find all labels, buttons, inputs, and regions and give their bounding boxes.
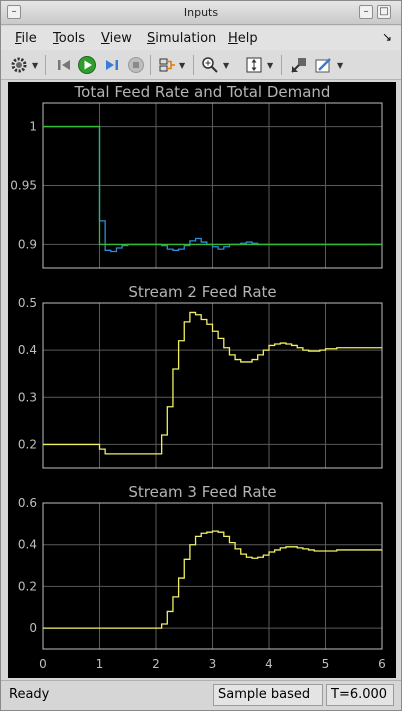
step-back-icon [58,60,70,70]
menu-help[interactable]: Help [228,31,258,46]
window-menu-button[interactable]: – [7,5,21,19]
x-tick-label: 0 [39,657,47,671]
scale-axes-button[interactable] [243,54,265,76]
y-tick-label: 1 [29,120,37,134]
x-tick-label: 3 [209,657,217,671]
y-tick-label: 0.2 [18,579,37,593]
menu-help-label: elp [237,31,258,46]
highlight-block-button[interactable] [288,54,310,76]
maximize-icon: □ [379,6,389,17]
menu-simulation-mnemonic: S [147,31,156,46]
y-tick-label: 0.2 [18,437,37,451]
x-tick-label: 5 [322,657,330,671]
minimize-icon: – [11,6,17,17]
chevron-down-icon[interactable]: ▼ [337,61,344,70]
scale-axes-icon [246,57,262,73]
chevron-down-icon[interactable]: ▼ [179,61,186,70]
step-back-button[interactable] [53,54,75,76]
menu-tools-mnemonic: T [53,31,59,46]
x-tick-label: 4 [265,657,273,671]
menu-tools-label: ools [58,31,86,46]
series-line-1 [43,125,382,253]
highlight-simulink-block-icon [291,58,306,73]
menu-file-label: ile [21,31,37,46]
zoom-button[interactable] [199,54,221,76]
sample-mode-indicator: Sample based [213,684,323,706]
menu-bar: File Tools View Simulation Help ↘ [1,26,401,50]
y-tick-label: 0.5 [18,296,37,310]
x-tick-label: 1 [96,657,104,671]
menu-simulation[interactable]: Simulation [147,31,216,46]
y-tick-label: 0 [29,621,37,635]
y-tick-label: 0.4 [18,538,37,552]
style-icon [315,58,331,73]
menu-file-mnemonic: F [15,31,22,46]
toolbar-separator [281,55,282,75]
sim-time-indicator: T=6.000 [326,684,394,706]
run-icon [78,56,96,74]
toolbar-separator [45,55,46,75]
series-line-1 [43,311,382,455]
series-line-1 [43,530,382,629]
axes-frame [42,102,383,269]
maximize-button[interactable]: □ [377,5,391,19]
y-tick-label: 0.4 [18,343,37,357]
y-tick-label: 0.6 [18,496,37,510]
y-tick-label: 0.3 [18,390,37,404]
zoom-icon [202,57,218,73]
y-tick-label: 0.95 [10,179,37,193]
menu-simulation-label: imulation [155,31,217,46]
window-title: Inputs [183,6,219,19]
menu-help-mnemonic: H [228,31,238,46]
gear-icon [11,57,27,73]
stop-button[interactable] [125,54,147,76]
status-bar: Ready Sample based T=6.000 [1,680,401,710]
settings-button[interactable] [8,54,30,76]
menu-tools[interactable]: Tools [53,31,85,46]
axes-frame [42,302,383,469]
signal-select-button[interactable] [156,54,178,76]
series-line-2 [43,125,382,246]
menu-file[interactable]: File [15,31,37,46]
axes-title: Stream 2 Feed Rate [128,283,276,301]
style-button[interactable] [312,54,334,76]
toolbar-separator [193,55,194,75]
stop-icon [128,57,144,73]
y-tick-label: 0.9 [18,237,37,251]
axes-title: Stream 3 Feed Rate [128,483,276,501]
status-ready-text: Ready [9,687,50,702]
minimize-button[interactable]: – [359,5,373,19]
scope-display[interactable]: Total Feed Rate and Total Demand 1 0.95 0.9… [8,82,396,678]
chevron-down-icon[interactable]: ▼ [223,61,230,70]
scope-plots: Total Feed Rate and Total Demand10.950.9… [10,83,386,671]
menu-view-label: iew [109,31,132,46]
toolbar: ▼ [1,50,401,80]
x-tick-label: 2 [152,657,160,671]
menu-view[interactable]: View [101,31,132,46]
chevron-down-icon[interactable]: ▼ [267,61,274,70]
menu-view-mnemonic: V [101,31,110,46]
toolbar-separator [150,55,151,75]
step-forward-icon [106,60,118,70]
signal-select-icon [159,58,175,72]
chevron-down-icon[interactable]: ▼ [32,61,39,70]
title-bar[interactable]: – Inputs – □ [1,1,401,25]
step-forward-button[interactable] [101,54,123,76]
x-tick-label: 6 [378,657,386,671]
run-button[interactable] [76,54,98,76]
dock-arrow-icon[interactable]: ↘ [382,30,393,44]
minimize-icon: – [363,6,369,17]
axes-title: Total Feed Rate and Total Demand [74,83,331,101]
axes-frame [42,502,383,650]
